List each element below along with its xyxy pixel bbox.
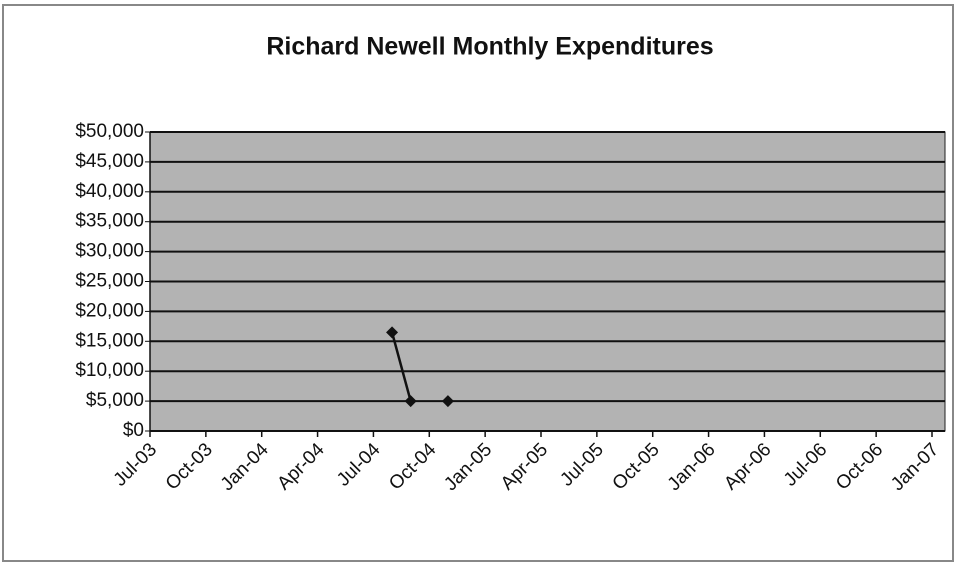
y-tick-label: $20,000 [75, 300, 144, 321]
y-tick-label: $50,000 [75, 121, 144, 142]
y-tick-label: $5,000 [86, 390, 144, 411]
series-line [390, 332, 412, 402]
y-tick-label: $10,000 [75, 360, 144, 381]
data-point [404, 395, 417, 408]
y-tick-label: $35,000 [75, 211, 144, 232]
y-tick-label: $0 [123, 420, 144, 441]
data-point [386, 326, 399, 339]
y-tick-label: $25,000 [75, 271, 144, 292]
chart-title: Richard Newell Monthly Expenditures [266, 33, 713, 61]
y-tick-label: $45,000 [75, 151, 144, 172]
data-point [441, 395, 454, 408]
y-tick-label: $40,000 [75, 181, 144, 202]
y-tick-label: $30,000 [75, 241, 144, 262]
y-tick-label: $15,000 [75, 330, 144, 351]
